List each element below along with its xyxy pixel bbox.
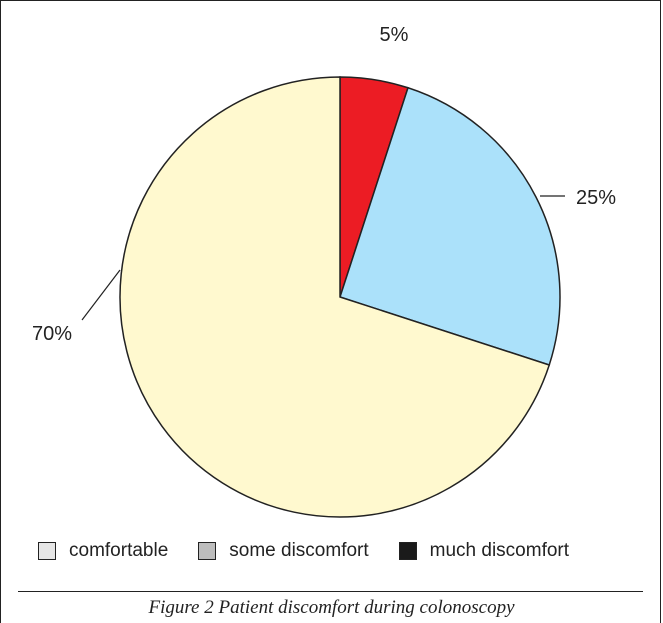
slice-label-5: 5% — [380, 24, 409, 46]
legend-label-comfortable: comfortable — [69, 540, 169, 561]
legend: comfortable some discomfort much discomf… — [38, 538, 599, 564]
legend-item-much-discomfort: much discomfort — [398, 540, 570, 562]
leader-lines — [81, 195, 565, 321]
pie-slices — [119, 76, 561, 518]
legend-swatch-much-discomfort — [398, 542, 417, 560]
legend-item-comfortable: comfortable — [38, 540, 168, 562]
figure-caption: Figure 2 Patient discomfort during colon… — [148, 597, 515, 618]
pie-slice-25 — [339, 86, 561, 366]
legend-label-some-discomfort: some discomfort — [229, 540, 369, 561]
pie-slice-70 — [119, 76, 551, 518]
slice-label-25: 25% — [576, 187, 616, 209]
legend-swatch-comfortable — [38, 542, 56, 560]
slice-label-70: 70% — [32, 323, 72, 345]
legend-label-much-discomfort: much discomfort — [429, 540, 570, 561]
leader-line-70 — [81, 269, 121, 321]
pie-chart: 5% 25% 70% — [32, 24, 616, 518]
slice-labels: 5% 25% 70% — [32, 24, 616, 345]
legend-item-some-discomfort: some discomfort — [198, 540, 369, 562]
caption-divider — [18, 591, 643, 592]
legend-swatch-some-discomfort — [198, 542, 217, 560]
